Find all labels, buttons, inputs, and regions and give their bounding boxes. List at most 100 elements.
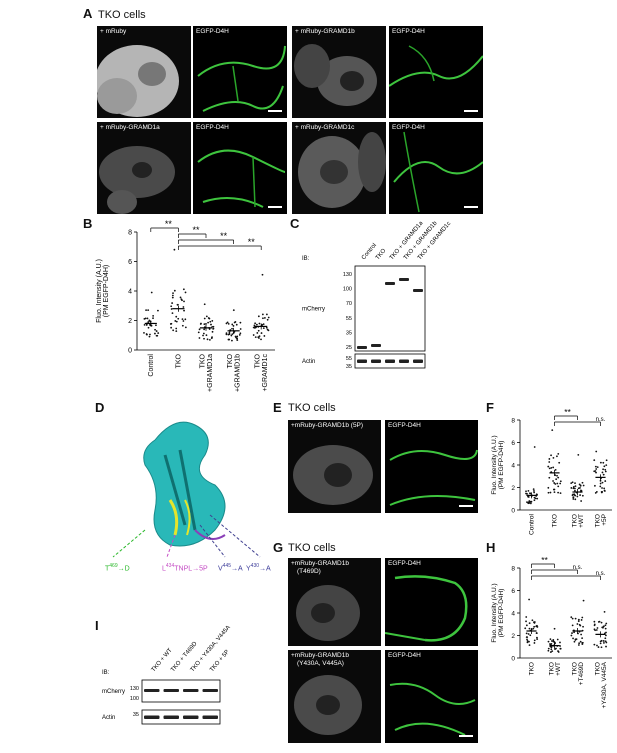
data-point <box>152 317 154 320</box>
data-point <box>149 333 151 336</box>
significance-label: n.s. <box>596 417 606 423</box>
y-tick-label: 4 <box>128 289 132 296</box>
data-point <box>581 494 584 497</box>
blot-label-top: mCherry <box>102 689 125 695</box>
actin-band <box>202 715 218 719</box>
data-point <box>155 324 157 327</box>
data-point <box>148 319 151 322</box>
blot-top <box>354 265 426 352</box>
x-tick-label: TKO <box>175 353 182 368</box>
data-point <box>531 619 534 622</box>
blot-top <box>141 679 221 703</box>
data-point <box>257 315 260 318</box>
data-point <box>577 453 580 456</box>
data-point <box>572 498 575 500</box>
data-point <box>570 616 573 619</box>
chart-f: Fluo. Intensity (A.U.) (PM EGFP-D4H) 0 2 4 6 8… <box>491 407 612 535</box>
data-point <box>206 338 209 341</box>
micrograph-gramd1a: + mRuby-GRAMD1a <box>97 122 191 214</box>
data-point <box>573 640 576 643</box>
data-point <box>211 330 214 333</box>
data-point <box>525 624 528 627</box>
band <box>163 689 179 692</box>
y-tick-label: 8 <box>511 566 515 573</box>
data-point <box>175 327 178 330</box>
data-point <box>262 323 265 326</box>
data-point <box>574 617 577 620</box>
data-point <box>548 458 551 460</box>
data-point <box>594 465 597 468</box>
data-point <box>593 470 596 473</box>
data-point <box>579 494 581 496</box>
data-point <box>573 493 576 496</box>
data-point <box>581 641 584 644</box>
data-point <box>212 325 215 328</box>
significance-label: ** <box>248 237 256 247</box>
data-point <box>532 488 535 490</box>
y-tick-label: 0 <box>128 348 132 355</box>
data-point <box>239 332 242 335</box>
data-point <box>526 638 528 641</box>
data-point <box>184 291 187 294</box>
label-t469d: +mRuby-GRAMD1b (T469D) <box>291 560 349 575</box>
band <box>399 278 409 281</box>
data-point <box>205 323 207 325</box>
data-point <box>603 465 606 468</box>
data-point <box>532 627 535 630</box>
data-point <box>261 313 264 316</box>
panel-letter-b: B <box>83 216 93 231</box>
data-point <box>157 332 160 334</box>
data-point <box>580 489 583 492</box>
data-point <box>557 485 560 488</box>
data-point <box>155 330 158 332</box>
data-point <box>524 627 527 630</box>
label-egfp-2: EGFP-D4H <box>392 28 425 35</box>
y-tick-label: 4 <box>511 611 515 618</box>
data-point <box>571 481 574 484</box>
data-point <box>553 491 556 494</box>
data-point <box>533 446 536 448</box>
data-point <box>184 318 187 321</box>
data-point <box>579 624 582 627</box>
y-axis-label-2: (PM EGFP-D4H) <box>498 589 505 638</box>
data-point <box>548 476 551 479</box>
y-tick-label: 2 <box>511 485 515 492</box>
data-point <box>150 291 153 294</box>
data-point <box>227 322 230 325</box>
x-tick-label: TKO+Y430A, V445A <box>594 661 608 708</box>
actin-band <box>357 359 367 363</box>
data-point <box>263 335 266 337</box>
micrograph-egfp-3: EGFP-D4H <box>193 122 287 214</box>
data-point <box>525 632 528 635</box>
mw-marker: 35 <box>346 330 352 336</box>
data-point <box>550 640 553 642</box>
data-point <box>577 487 580 490</box>
data-point <box>231 327 233 330</box>
data-point <box>556 474 558 477</box>
data-point <box>549 651 552 653</box>
data-point <box>594 492 597 494</box>
data-point <box>203 328 206 331</box>
data-point <box>171 296 174 299</box>
data-point <box>571 624 574 627</box>
data-point <box>236 335 239 338</box>
data-point <box>528 627 531 630</box>
data-point <box>599 642 602 645</box>
data-point <box>231 333 234 336</box>
data-point <box>601 487 603 489</box>
data-point <box>571 494 574 497</box>
data-point <box>601 490 604 493</box>
data-point <box>604 637 607 640</box>
data-point <box>239 328 242 330</box>
data-point <box>559 645 562 647</box>
y-tick-label: 8 <box>128 230 132 237</box>
scale-bar <box>464 206 478 208</box>
data-point <box>203 337 205 340</box>
data-point <box>582 599 585 602</box>
data-point <box>526 639 529 642</box>
actin-band <box>144 715 160 719</box>
data-point <box>198 337 201 339</box>
panel-letter-g: G <box>273 540 284 555</box>
band <box>144 689 160 692</box>
